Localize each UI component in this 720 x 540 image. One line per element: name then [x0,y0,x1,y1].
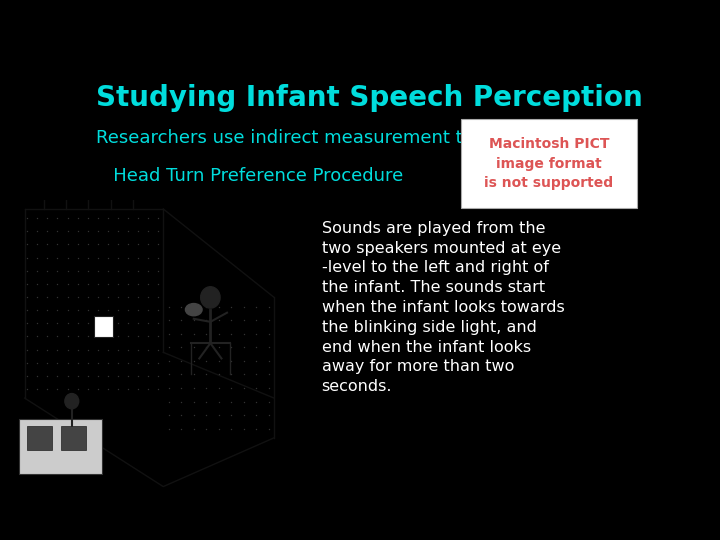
Bar [27,426,53,450]
Ellipse shape [186,303,202,316]
Bar [60,426,86,450]
Bar [94,316,113,337]
Text: Sounds are played from the
two speakers mounted at eye
-level to the left and ri: Sounds are played from the two speakers … [322,221,564,394]
Text: Studying Infant Speech Perception: Studying Infant Speech Perception [96,84,642,112]
Circle shape [201,287,220,308]
Text: Researchers use indirect measurement techniques.: Researchers use indirect measurement tec… [96,129,560,147]
Bar [19,420,102,475]
FancyBboxPatch shape [461,119,637,208]
Text: Macintosh PICT
image format
is not supported: Macintosh PICT image format is not suppo… [485,137,613,190]
Text: Head Turn Preference Procedure: Head Turn Preference Procedure [96,167,402,185]
Circle shape [65,394,78,409]
